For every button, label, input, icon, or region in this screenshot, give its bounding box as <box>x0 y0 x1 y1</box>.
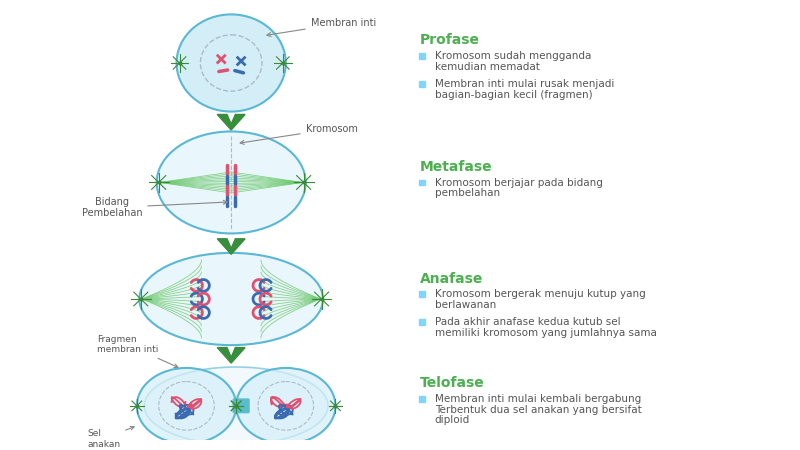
Ellipse shape <box>137 368 236 444</box>
Text: Pada akhir anafase kedua kutub sel: Pada akhir anafase kedua kutub sel <box>434 317 620 327</box>
Polygon shape <box>218 114 245 130</box>
FancyBboxPatch shape <box>419 319 425 325</box>
Text: Anafase: Anafase <box>420 271 483 286</box>
Text: diploid: diploid <box>434 415 470 425</box>
Text: Kromosom: Kromosom <box>240 124 358 144</box>
Text: Membran inti mulai rusak menjadi: Membran inti mulai rusak menjadi <box>434 79 614 89</box>
Text: Kromosom bergerak menuju kutup yang: Kromosom bergerak menuju kutup yang <box>434 289 646 299</box>
Text: Kromosom berjajar pada bidang: Kromosom berjajar pada bidang <box>434 178 602 188</box>
Text: Membran inti mulai kembali bergabung: Membran inti mulai kembali bergabung <box>434 394 641 404</box>
Text: Membran inti: Membran inti <box>267 18 376 36</box>
Polygon shape <box>218 239 245 254</box>
Ellipse shape <box>139 253 323 345</box>
Ellipse shape <box>177 14 286 112</box>
Ellipse shape <box>144 367 328 445</box>
Text: memiliki kromosom yang jumlahnya sama: memiliki kromosom yang jumlahnya sama <box>434 328 657 338</box>
Text: Kromosom sudah mengganda: Kromosom sudah mengganda <box>434 51 591 61</box>
FancyBboxPatch shape <box>419 291 425 297</box>
Text: Sel
anakan: Sel anakan <box>87 427 134 449</box>
FancyBboxPatch shape <box>233 399 249 413</box>
Text: bagian-bagian kecil (fragmen): bagian-bagian kecil (fragmen) <box>434 90 592 100</box>
Text: Terbentuk dua sel anakan yang bersifat: Terbentuk dua sel anakan yang bersifat <box>434 405 642 414</box>
Ellipse shape <box>157 131 306 234</box>
Text: kemudian memadat: kemudian memadat <box>434 62 540 72</box>
Text: pembelahan: pembelahan <box>434 188 500 198</box>
Text: berlawanan: berlawanan <box>434 300 496 310</box>
Text: Fragmen
membran inti: Fragmen membran inti <box>97 335 178 368</box>
FancyBboxPatch shape <box>419 180 425 185</box>
FancyBboxPatch shape <box>419 81 425 87</box>
Ellipse shape <box>236 368 335 444</box>
Text: Metafase: Metafase <box>420 160 493 174</box>
Text: Profase: Profase <box>420 33 480 47</box>
Polygon shape <box>218 347 245 363</box>
Text: Telofase: Telofase <box>420 377 485 391</box>
Text: Bidang
Pembelahan: Bidang Pembelahan <box>82 197 227 218</box>
FancyBboxPatch shape <box>419 53 425 59</box>
FancyBboxPatch shape <box>419 396 425 402</box>
